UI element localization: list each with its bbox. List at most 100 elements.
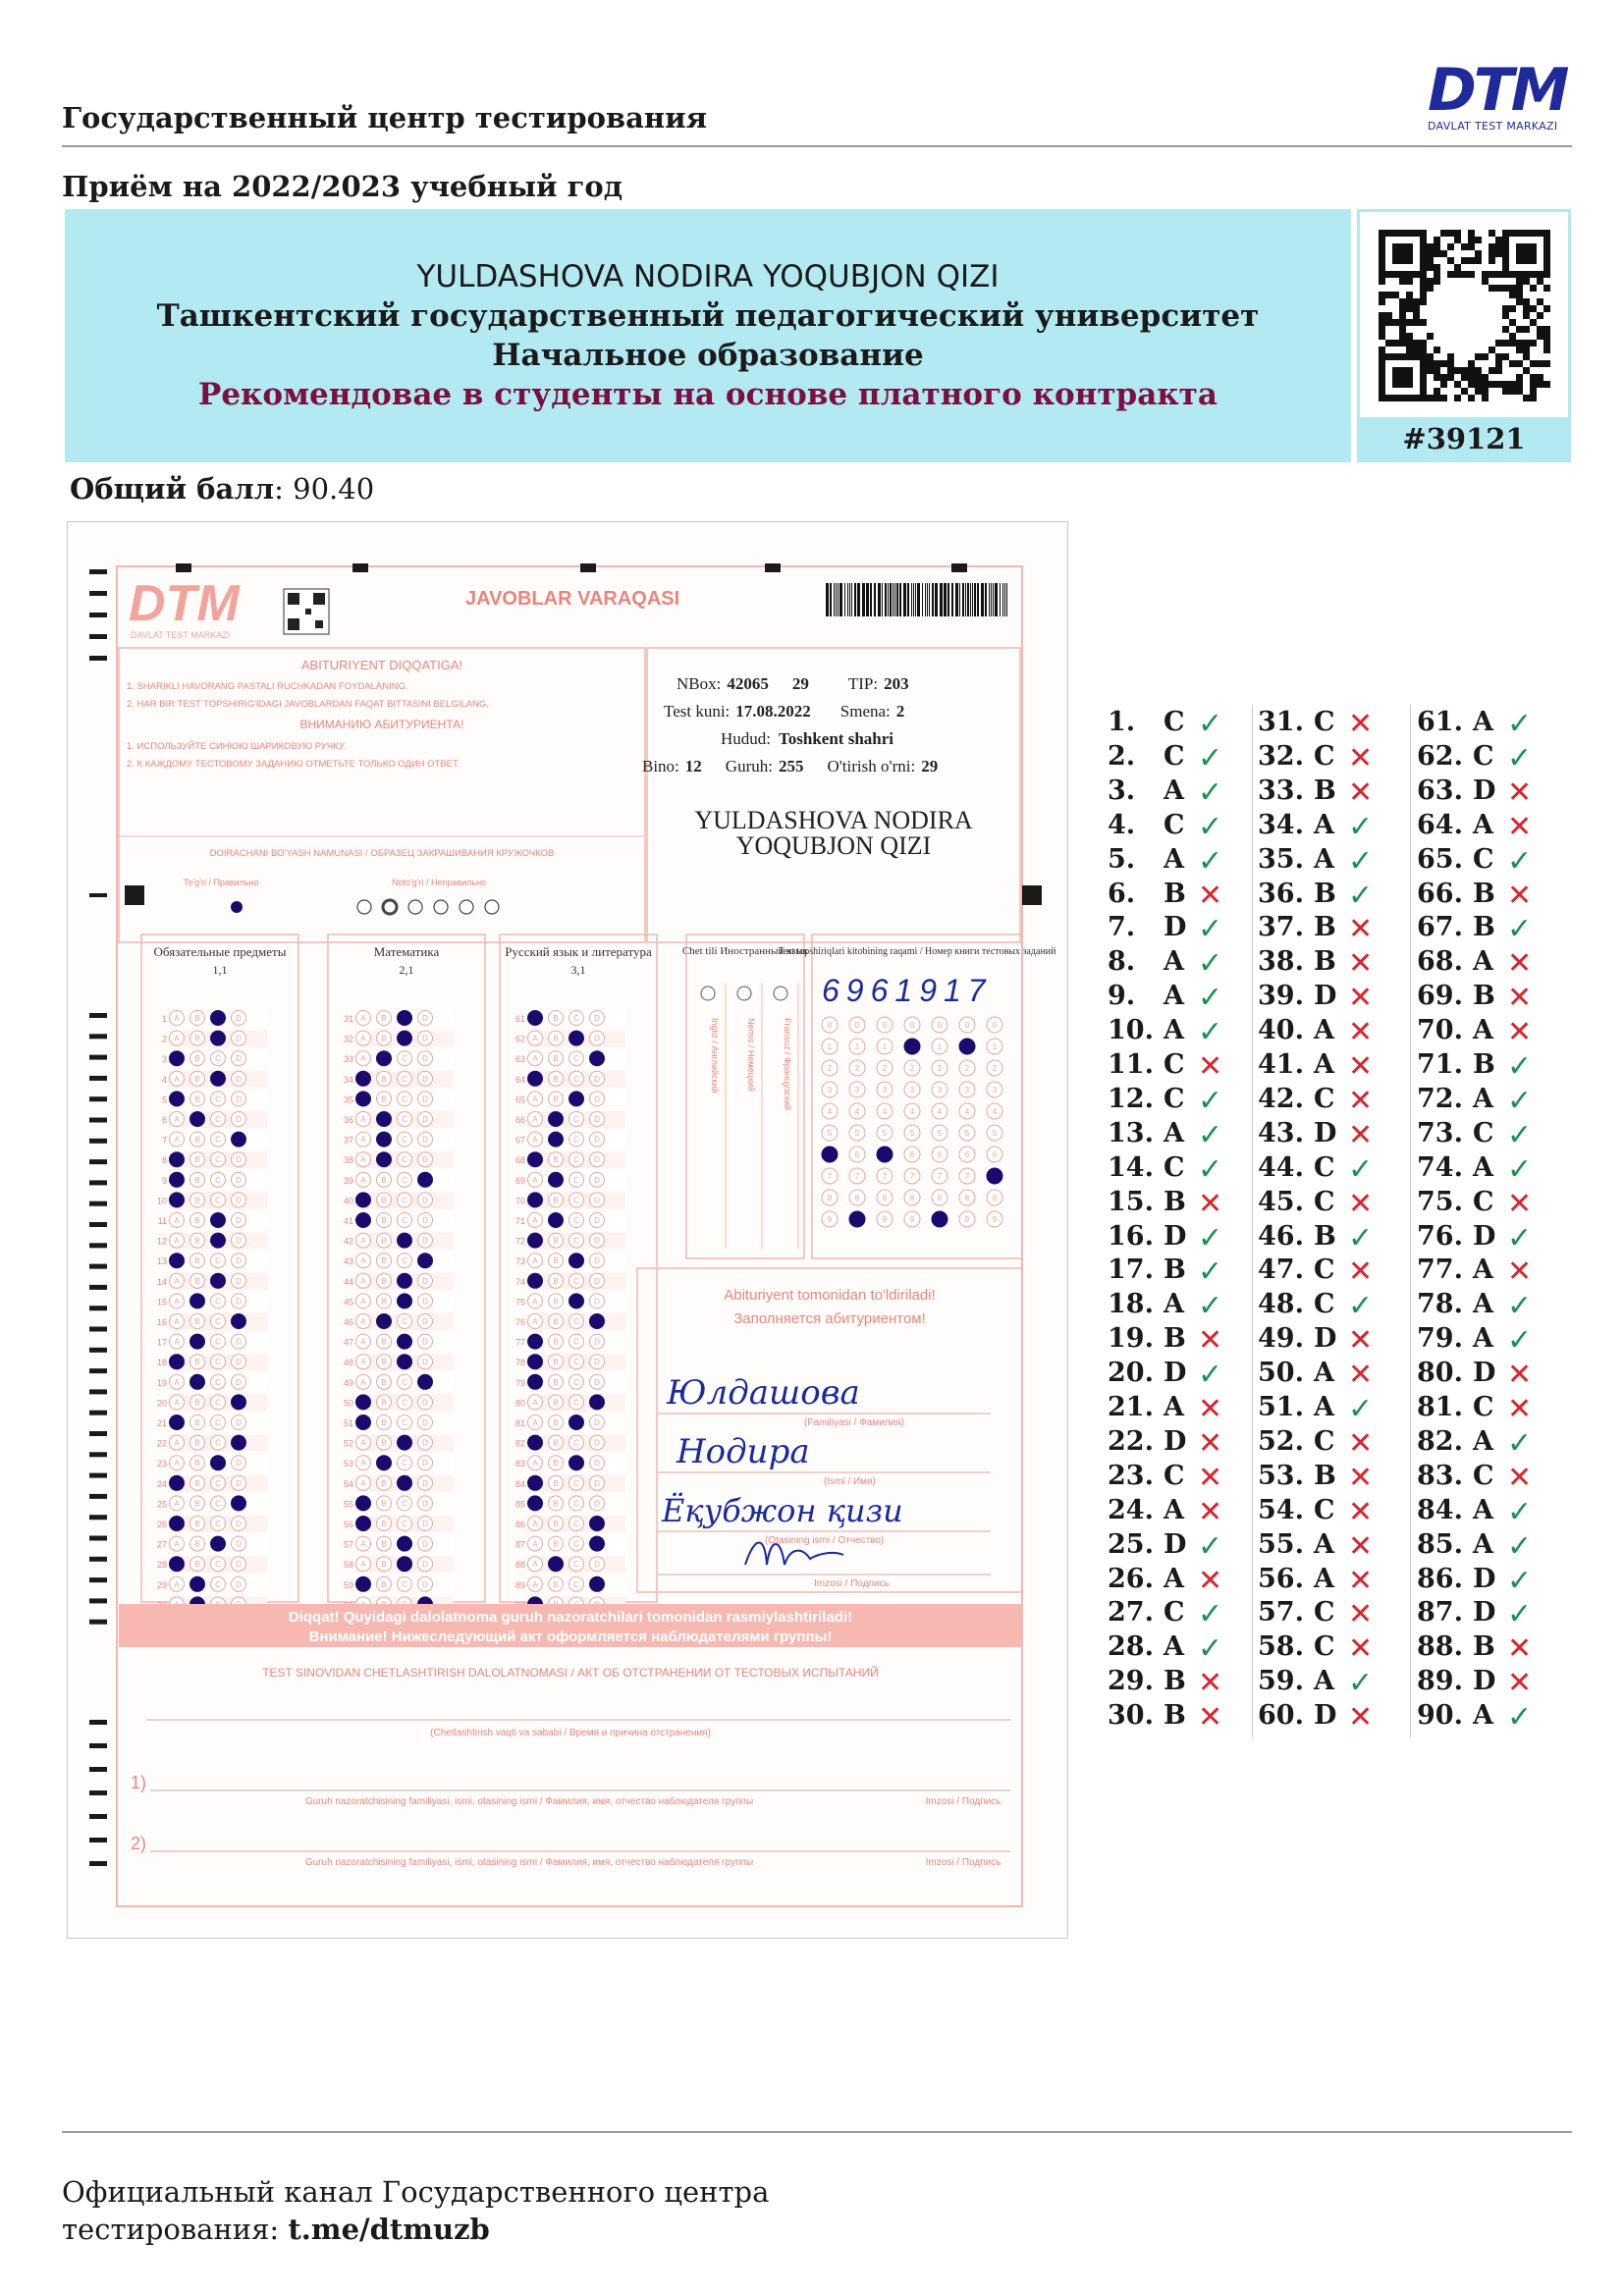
answer-bubble	[189, 1516, 205, 1531]
answer-bubble	[355, 1333, 371, 1350]
bubble-row-number: 37	[344, 1136, 353, 1146]
answer-bubble	[355, 1394, 371, 1411]
svg-text:D: D	[422, 1237, 428, 1246]
svg-text:B: B	[194, 1014, 199, 1023]
answer-bubble	[527, 1354, 543, 1370]
svg-text:C: C	[573, 1155, 579, 1164]
answer-bubble	[169, 1455, 185, 1471]
answer-bubble	[548, 1333, 564, 1350]
svg-text:C: C	[573, 1176, 579, 1185]
answer-number: 8.	[1108, 946, 1136, 978]
answer-bubble	[589, 1516, 605, 1531]
book-digit-bubble	[848, 1038, 866, 1055]
bubble-row-number: 12	[157, 1237, 167, 1247]
answer-row: 63. D ✕	[1417, 775, 1564, 810]
bubble-row-number: 47	[344, 1338, 353, 1348]
svg-text:C: C	[215, 1136, 221, 1145]
answer-number: 39.	[1258, 981, 1304, 1012]
answer-bubble	[417, 1575, 433, 1592]
book-digit-bubble	[986, 1167, 1003, 1185]
bubble-row-number: 89	[515, 1580, 525, 1590]
svg-text:B: B	[381, 1560, 386, 1569]
answer-row: 32. C ✕	[1258, 741, 1405, 775]
book-digit-bubble	[821, 1102, 839, 1120]
answer-row: 17. B ✓	[1108, 1255, 1255, 1289]
answer-bubble	[376, 1272, 392, 1289]
svg-text:3: 3	[993, 1086, 998, 1095]
svg-text:C: C	[215, 1580, 221, 1589]
answer-bubble	[210, 1232, 226, 1249]
scanned-answer-sheet: DTM DAVLAT TEST MARKAZI JAVOBLAR VARAQAS…	[67, 521, 1068, 1939]
answer-letter: D	[1473, 1220, 1496, 1252]
book-digit-bubble	[848, 1081, 866, 1098]
answer-row: 50. A ✕	[1258, 1358, 1405, 1392]
answer-letter: A	[1164, 1631, 1184, 1663]
attention-ru-title: ВНИМАНИЮ АБИТУРИЕНТА!	[299, 718, 463, 731]
cross-icon: ✕	[1507, 1015, 1533, 1050]
svg-text:B: B	[194, 1418, 199, 1427]
answer-letter: A	[1473, 1255, 1493, 1286]
svg-text:0: 0	[855, 1021, 860, 1030]
answer-bubble	[169, 1516, 185, 1531]
answer-bubble	[210, 1415, 226, 1430]
subject-code: 1,1	[213, 963, 228, 977]
answer-letter: A	[1164, 843, 1184, 875]
answer-letter: C	[1314, 1083, 1335, 1114]
answer-bubble	[169, 1192, 185, 1208]
cross-icon: ✕	[1507, 1255, 1533, 1290]
answer-number: 16.	[1108, 1220, 1154, 1252]
svg-text:B: B	[381, 1035, 386, 1043]
answer-number: 52.	[1258, 1425, 1304, 1457]
book-digit-bubble	[903, 1124, 921, 1142]
svg-text:D: D	[422, 1216, 428, 1225]
answer-row: 21. A ✕	[1108, 1392, 1255, 1426]
answer-bubble	[589, 1070, 605, 1087]
answer-letter: A	[1164, 1289, 1184, 1320]
answer-bubble	[527, 1253, 543, 1269]
svg-text:D: D	[594, 1075, 600, 1084]
svg-text:D: D	[422, 1358, 428, 1366]
answer-letter: B	[1314, 774, 1336, 806]
answer-bubble	[548, 1010, 564, 1026]
answer-row: 49. D ✕	[1258, 1323, 1405, 1358]
answer-row: 35. A ✓	[1258, 844, 1405, 879]
answer-bubble	[376, 1575, 392, 1592]
answer-bubble	[376, 1455, 392, 1471]
warning-ru: Внимание! Нижеследующий акт оформляется …	[309, 1629, 833, 1645]
svg-text:C: C	[573, 1580, 579, 1589]
answer-bubble	[376, 1212, 392, 1228]
answer-number: 71.	[1417, 1049, 1463, 1080]
svg-text:D: D	[236, 1560, 242, 1569]
svg-text:B: B	[553, 1398, 558, 1407]
answer-bubble	[210, 1333, 226, 1350]
book-digit-bubble	[958, 1081, 976, 1098]
answer-row: 48. C ✓	[1258, 1289, 1405, 1323]
answer-bubble	[527, 1070, 543, 1087]
svg-text:B: B	[194, 1136, 199, 1145]
answer-bubble	[189, 1171, 205, 1188]
check-icon: ✓	[1198, 912, 1223, 947]
svg-text:B: B	[553, 1237, 558, 1246]
answer-bubble	[527, 1394, 543, 1411]
answer-bubble	[568, 1455, 584, 1471]
answer-bubble	[355, 1313, 371, 1329]
answer-letter: A	[1164, 1117, 1184, 1148]
answer-letter: C	[1473, 1460, 1494, 1491]
svg-text:B: B	[194, 1560, 199, 1569]
svg-text:6: 6	[938, 1150, 943, 1159]
supervisor-1-label: Guruh nazoratchisining familiyasi, ismi,…	[305, 1795, 753, 1807]
answer-bubble	[397, 1394, 412, 1411]
answer-bubble	[527, 1516, 543, 1531]
answer-bubble	[568, 1070, 584, 1087]
answer-letter: D	[1164, 1528, 1187, 1560]
svg-text:B: B	[381, 1418, 386, 1427]
svg-text:D: D	[236, 1459, 242, 1468]
telegram-link[interactable]: t.me/dtmuzb	[288, 2213, 490, 2246]
answer-bubble	[568, 1050, 584, 1067]
svg-text:B: B	[553, 1196, 558, 1204]
answer-bubble	[169, 1575, 185, 1592]
answer-bubble	[548, 1556, 564, 1573]
answer-bubble	[355, 1131, 371, 1148]
svg-text:D: D	[594, 1014, 600, 1023]
answer-row: 37. B ✕	[1258, 912, 1405, 946]
